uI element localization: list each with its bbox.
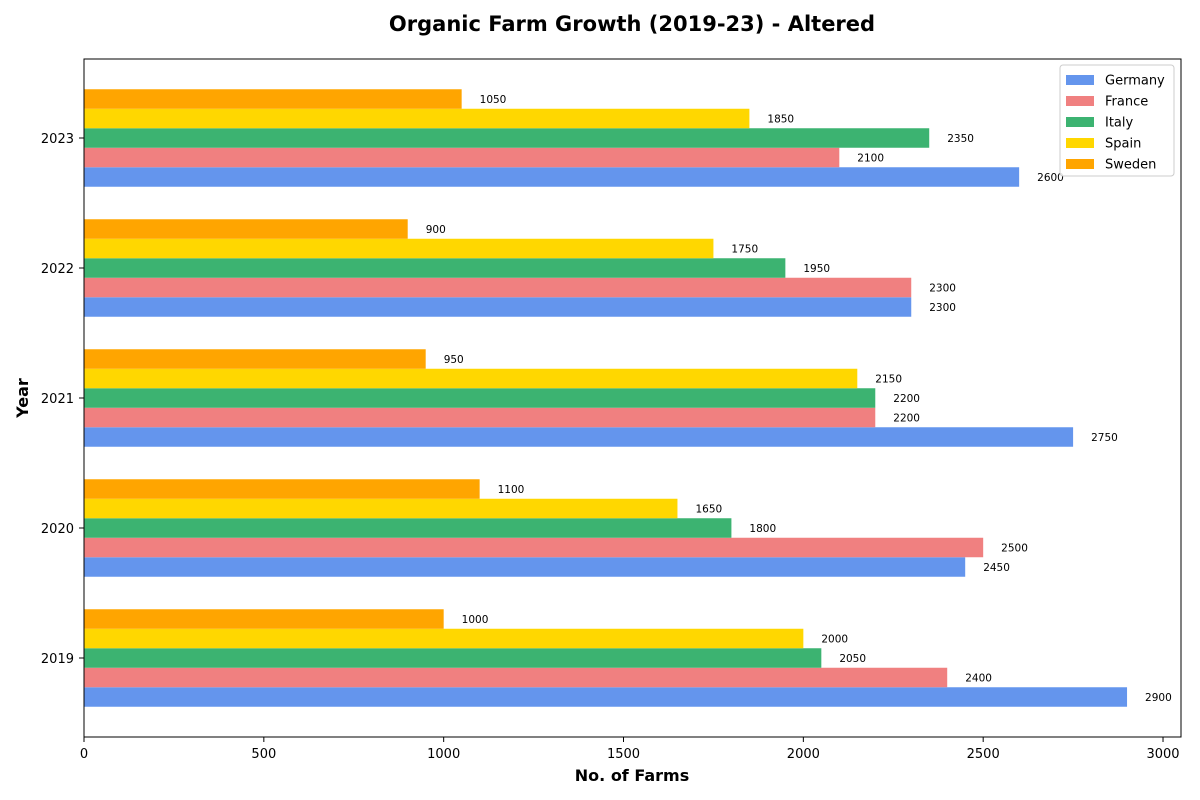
y-tick-label: 2023 — [41, 132, 74, 147]
bar-sweden-2022 — [84, 219, 408, 239]
legend-swatch-spain — [1066, 138, 1094, 148]
bar-germany-2020 — [84, 557, 966, 577]
data-label-france-2022: 2300 — [929, 283, 956, 295]
data-label-italy-2021: 2200 — [893, 393, 920, 405]
chart-title: Organic Farm Growth (2019-23) - Altered — [389, 12, 875, 36]
data-label-sweden-2022: 900 — [426, 224, 446, 236]
bar-italy-2019 — [84, 648, 822, 668]
bar-sweden-2021 — [84, 349, 426, 369]
x-tick-label: 2500 — [967, 747, 1000, 762]
data-label-sweden-2021: 950 — [444, 354, 464, 366]
bar-germany-2023 — [84, 167, 1020, 187]
data-label-spain-2023: 1850 — [767, 114, 794, 126]
bar-spain-2020 — [84, 498, 678, 519]
data-label-france-2019: 2400 — [965, 673, 992, 685]
data-label-spain-2020: 1650 — [695, 504, 722, 516]
legend-label-france: France — [1105, 95, 1148, 110]
legend-label-sweden: Sweden — [1105, 158, 1156, 173]
data-label-france-2021: 2200 — [893, 413, 920, 425]
bar-france-2019 — [84, 667, 948, 688]
bar-germany-2019 — [84, 687, 1128, 707]
data-label-italy-2022: 1950 — [803, 263, 830, 275]
bar-sweden-2020 — [84, 479, 480, 499]
y-tick-label: 2020 — [41, 522, 74, 537]
legend: Germany France Italy Spain Sweden — [1059, 64, 1175, 177]
bar-france-2021 — [84, 407, 876, 428]
x-tick-label: 0 — [80, 747, 88, 762]
data-label-italy-2020: 1800 — [749, 523, 776, 535]
data-label-spain-2019: 2000 — [821, 634, 848, 646]
y-axis: 2019 2020 2021 2022 2023 — [41, 132, 84, 667]
data-label-france-2023: 2100 — [857, 153, 884, 165]
bar-sweden-2019 — [84, 609, 444, 629]
legend-swatch-sweden — [1066, 159, 1094, 169]
legend-swatch-italy — [1066, 117, 1094, 127]
bar-italy-2022 — [84, 258, 786, 278]
data-label-france-2020: 2500 — [1001, 543, 1028, 555]
y-axis-label: Year — [13, 378, 32, 419]
legend-label-spain: Spain — [1105, 137, 1141, 152]
bars-group — [84, 89, 1128, 707]
data-label-germany-2021: 2750 — [1091, 432, 1118, 444]
y-tick-label: 2019 — [41, 652, 74, 667]
data-label-germany-2022: 2300 — [929, 302, 956, 314]
bar-italy-2023 — [84, 128, 930, 148]
legend-label-germany: Germany — [1105, 74, 1165, 89]
bar-italy-2021 — [84, 388, 876, 408]
bar-spain-2019 — [84, 628, 804, 649]
bar-france-2020 — [84, 537, 984, 558]
bar-spain-2021 — [84, 368, 858, 389]
data-label-italy-2019: 2050 — [839, 653, 866, 665]
x-tick-label: 500 — [251, 747, 276, 762]
y-tick-label: 2021 — [41, 392, 74, 407]
data-label-sweden-2020: 1100 — [498, 484, 525, 496]
data-label-spain-2022: 1750 — [731, 244, 758, 256]
data-label-spain-2021: 2150 — [875, 374, 902, 386]
bar-germany-2021 — [84, 427, 1074, 447]
bar-spain-2023 — [84, 108, 750, 129]
y-tick-label: 2022 — [41, 262, 74, 277]
data-label-germany-2023: 2600 — [1037, 172, 1064, 184]
legend-swatch-france — [1066, 96, 1094, 106]
legend-label-italy: Italy — [1105, 116, 1134, 131]
data-label-sweden-2019: 1000 — [462, 614, 489, 626]
bar-italy-2020 — [84, 518, 732, 538]
x-tick-label: 3000 — [1146, 747, 1179, 762]
bar-spain-2022 — [84, 238, 714, 259]
data-label-germany-2020: 2450 — [983, 562, 1010, 574]
data-label-italy-2023: 2350 — [947, 133, 974, 145]
bar-france-2023 — [84, 147, 840, 168]
legend-swatch-germany — [1066, 75, 1094, 85]
data-label-germany-2019: 2900 — [1145, 692, 1172, 704]
x-axis: 0 500 1000 1500 2000 2500 3000 — [80, 737, 1180, 762]
x-tick-label: 2000 — [787, 747, 820, 762]
data-label-sweden-2023: 1050 — [480, 94, 507, 106]
x-axis-label: No. of Farms — [575, 766, 689, 785]
bar-sweden-2023 — [84, 89, 462, 109]
x-tick-label: 1500 — [607, 747, 640, 762]
legend-box — [1059, 64, 1175, 177]
x-tick-label: 1000 — [427, 747, 460, 762]
bar-germany-2022 — [84, 297, 912, 317]
data-labels-group: 2900 2400 2050 2000 1000 2450 2500 1800 1650 1100… — [426, 94, 1172, 704]
bar-france-2022 — [84, 277, 912, 298]
